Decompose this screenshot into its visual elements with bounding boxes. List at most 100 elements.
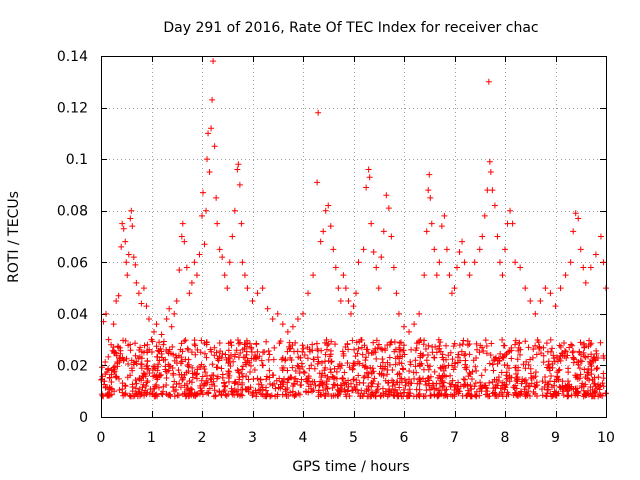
data-point (386, 391, 393, 398)
data-point (151, 328, 158, 335)
data-point (218, 392, 225, 399)
data-point (101, 378, 108, 385)
data-point (118, 243, 125, 250)
data-point (156, 339, 163, 346)
data-point (455, 351, 462, 358)
data-point (456, 248, 463, 255)
data-point (166, 305, 173, 312)
data-point (345, 297, 352, 304)
data-point (283, 393, 290, 400)
data-point (417, 354, 424, 361)
data-point (160, 338, 167, 345)
data-point (136, 353, 143, 360)
data-point (119, 386, 126, 393)
data-point (454, 383, 461, 390)
data-point (533, 351, 540, 358)
data-point (194, 346, 201, 353)
data-point (523, 389, 530, 396)
data-point (499, 336, 506, 343)
data-point (423, 381, 430, 388)
data-point (225, 347, 232, 354)
data-point (593, 350, 600, 357)
data-point (322, 207, 329, 214)
data-point (461, 352, 468, 359)
data-point (335, 285, 342, 292)
data-point (461, 376, 468, 383)
data-point (315, 109, 322, 116)
data-point (345, 383, 352, 390)
data-point (600, 370, 607, 377)
data-point (426, 363, 433, 370)
data-point (379, 359, 386, 366)
data-point (556, 342, 563, 349)
data-point (480, 347, 487, 354)
data-point (313, 340, 320, 347)
data-point (516, 390, 523, 397)
data-point (233, 388, 240, 395)
data-point (378, 254, 385, 261)
data-point (232, 379, 239, 386)
data-point (264, 305, 271, 312)
data-point (336, 361, 343, 368)
x-tick-label: 2 (198, 430, 207, 446)
data-point (592, 357, 599, 364)
data-point (319, 370, 326, 377)
data-point (544, 387, 551, 394)
data-point (471, 259, 478, 266)
data-point (247, 384, 254, 391)
data-point (132, 352, 139, 359)
data-point (266, 351, 273, 358)
data-point (306, 365, 313, 372)
data-point (510, 392, 517, 399)
data-point (247, 362, 254, 369)
data-point (533, 379, 540, 386)
data-point (193, 375, 200, 382)
data-point (326, 375, 333, 382)
data-point (366, 174, 373, 181)
data-point (363, 184, 370, 191)
data-point (263, 376, 270, 383)
data-point (497, 350, 504, 357)
data-point (119, 220, 126, 227)
data-point (241, 272, 248, 279)
data-point (294, 316, 301, 323)
data-point (443, 386, 450, 393)
data-point (327, 223, 334, 230)
data-point (443, 342, 450, 349)
data-point (254, 348, 261, 355)
data-point (379, 365, 386, 372)
data-point (550, 355, 557, 362)
data-point (506, 373, 513, 380)
data-point (532, 373, 539, 380)
data-point (587, 383, 594, 390)
data-point (153, 391, 160, 398)
data-point (317, 238, 324, 245)
data-point (368, 383, 375, 390)
data-point (153, 381, 160, 388)
data-point (231, 380, 238, 387)
data-point (150, 373, 157, 380)
data-point (127, 215, 134, 222)
data-point (129, 367, 136, 374)
data-point (171, 357, 178, 364)
data-point (360, 246, 367, 253)
data-point (317, 391, 324, 398)
data-point (308, 362, 315, 369)
data-point (371, 375, 378, 382)
data-point (309, 347, 316, 354)
data-point (113, 373, 120, 380)
y-tick-label: 0.12 (57, 101, 88, 117)
data-point (155, 384, 162, 391)
data-point (163, 316, 170, 323)
data-point (272, 385, 279, 392)
data-point (521, 386, 528, 393)
data-point (284, 367, 291, 374)
data-point (597, 233, 604, 240)
data-point (401, 323, 407, 330)
data-point (547, 348, 554, 355)
y-tick-label: 0.02 (57, 358, 88, 374)
data-point (587, 264, 594, 271)
data-point (301, 351, 308, 358)
data-point (580, 393, 587, 400)
data-point (415, 392, 422, 399)
